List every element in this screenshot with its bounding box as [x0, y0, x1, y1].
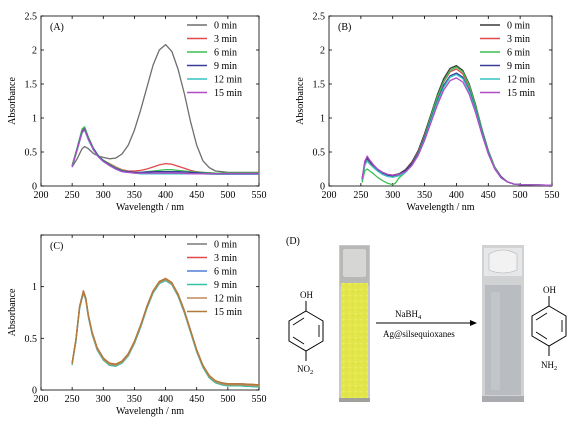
- x-tick-label: 550: [252, 394, 267, 405]
- legend-label: 15 min: [507, 88, 535, 99]
- legend-label: 12 min: [214, 75, 242, 86]
- reaction-arrow: NaBH4 Ag@silsequioxanes: [376, 309, 477, 339]
- series-line: [361, 68, 553, 186]
- panel-label: (C): [50, 241, 63, 252]
- x-tick-label: 200: [322, 190, 337, 201]
- legend-label: 15 min: [214, 88, 242, 99]
- x-tick-label: 500: [220, 190, 235, 201]
- x-tick-label: 300: [96, 394, 111, 405]
- reagent-label: NaBH4: [395, 309, 422, 321]
- reactant-no2-label: NO2: [297, 364, 313, 376]
- x-tick-label: 450: [189, 394, 204, 405]
- legend-label: 12 min: [214, 294, 242, 305]
- legend-label: 9 min: [507, 61, 530, 72]
- series-line: [71, 43, 259, 174]
- chart-panel-c: 200 250 300 350 400 450 500 550 0 0.5 1 Wavelength …: [7, 234, 267, 417]
- y-tick-label: 0: [32, 182, 37, 193]
- x-tick-label: 200: [34, 190, 49, 201]
- y-tick-label: 0.5: [25, 334, 38, 345]
- chart-panel-a: 200 250 300 350 400 450 500 550 0 0.5 1 1.5 2 2.5 Wave…: [7, 12, 267, 214]
- series-line: [71, 128, 259, 175]
- product-nh2-label: NH2: [541, 360, 557, 372]
- x-tick-label: 550: [545, 190, 560, 201]
- legend-label: 3 min: [214, 253, 237, 264]
- y-tick-label: 2: [32, 46, 37, 57]
- x-tick-label: 400: [449, 190, 464, 201]
- chart-panel-b: 200 250 300 350 400 450 500 550 0 0.5 1 1.5 2 2.5 Wave…: [295, 12, 560, 214]
- plot-frame: [40, 15, 260, 187]
- y-tick-label: 1: [32, 282, 37, 293]
- x-tick-label: 250: [353, 190, 368, 201]
- y-tick-label: 1.5: [25, 80, 38, 91]
- legend-label: 6 min: [507, 48, 530, 59]
- y-tick-label: 0: [320, 182, 325, 193]
- y-tick-label: 1: [320, 114, 325, 125]
- series-line: [71, 277, 260, 386]
- y-tick-label: 1.5: [313, 80, 326, 91]
- legend-label: 0 min: [507, 21, 530, 32]
- x-tick-label: 350: [127, 190, 142, 201]
- panel-label: (A): [50, 22, 64, 33]
- panel-label: (B): [338, 22, 351, 33]
- reactant-oh-label: OH: [300, 290, 313, 300]
- catalyst-label: Ag@silsequioxanes: [383, 329, 455, 339]
- legend-label: 0 min: [214, 21, 237, 32]
- series-line: [361, 77, 553, 186]
- legend-label: 3 min: [214, 34, 237, 45]
- y-tick-label: 0.5: [313, 148, 326, 159]
- panel-d: (D) OH NO2 NaBH4 Ag@silsequioxanes: [286, 236, 567, 402]
- reactant-benzene-ring: [288, 310, 324, 352]
- product-structure: OH NH2: [531, 285, 567, 372]
- legend-label: 6 min: [214, 267, 237, 278]
- y-axis-label: Absorbance: [7, 77, 18, 125]
- reactant-structure: OH NO2: [288, 290, 324, 376]
- x-tick-label: 300: [385, 190, 400, 201]
- product-benzene-ring: [531, 305, 567, 347]
- series-line: [71, 128, 259, 175]
- x-axis-label: Wavelength / nm: [406, 202, 474, 213]
- x-tick-label: 250: [65, 190, 80, 201]
- x-tick-label: 350: [417, 190, 432, 201]
- x-tick-label: 250: [65, 394, 80, 405]
- plot-frame: [328, 15, 553, 187]
- x-tick-label: 500: [513, 190, 528, 201]
- y-tick-label: 2.5: [313, 12, 326, 23]
- x-tick-label: 450: [481, 190, 496, 201]
- series-line: [71, 129, 259, 176]
- x-tick-label: 450: [189, 190, 204, 201]
- x-tick-label: 500: [220, 394, 235, 405]
- plot-frame: [40, 234, 260, 391]
- x-tick-label: 300: [96, 190, 111, 201]
- legend-label: 9 min: [214, 280, 237, 291]
- legend-label: 12 min: [507, 75, 535, 86]
- x-tick-label: 400: [158, 190, 173, 201]
- y-tick-label: 2: [320, 46, 325, 57]
- legend-label: 9 min: [214, 61, 237, 72]
- panel-d-label: (D): [286, 236, 300, 247]
- product-oh-label: OH: [543, 285, 556, 295]
- y-axis-label: Absorbance: [7, 288, 18, 336]
- x-axis-label: Wavelength / nm: [116, 406, 184, 417]
- series-line: [71, 126, 259, 174]
- x-tick-label: 400: [158, 394, 173, 405]
- x-tick-label: 550: [252, 190, 267, 201]
- y-axis-label: Absorbance: [295, 77, 306, 125]
- series-line: [71, 126, 259, 174]
- y-tick-label: 0.5: [25, 148, 38, 159]
- y-tick-label: 0: [32, 386, 37, 397]
- y-tick-label: 1: [32, 114, 37, 125]
- legend-label: 15 min: [214, 307, 242, 318]
- legend-label: 6 min: [214, 48, 237, 59]
- x-tick-label: 200: [34, 394, 49, 405]
- clear-vial-photo: [482, 245, 524, 402]
- y-tick-label: 2.5: [25, 12, 38, 23]
- x-axis-label: Wavelength / nm: [116, 202, 184, 213]
- legend-label: 3 min: [507, 34, 530, 45]
- clear-solution: [485, 285, 521, 395]
- legend-label: 0 min: [214, 240, 237, 251]
- x-tick-label: 350: [127, 394, 142, 405]
- yellow-vial-photo: [339, 245, 370, 402]
